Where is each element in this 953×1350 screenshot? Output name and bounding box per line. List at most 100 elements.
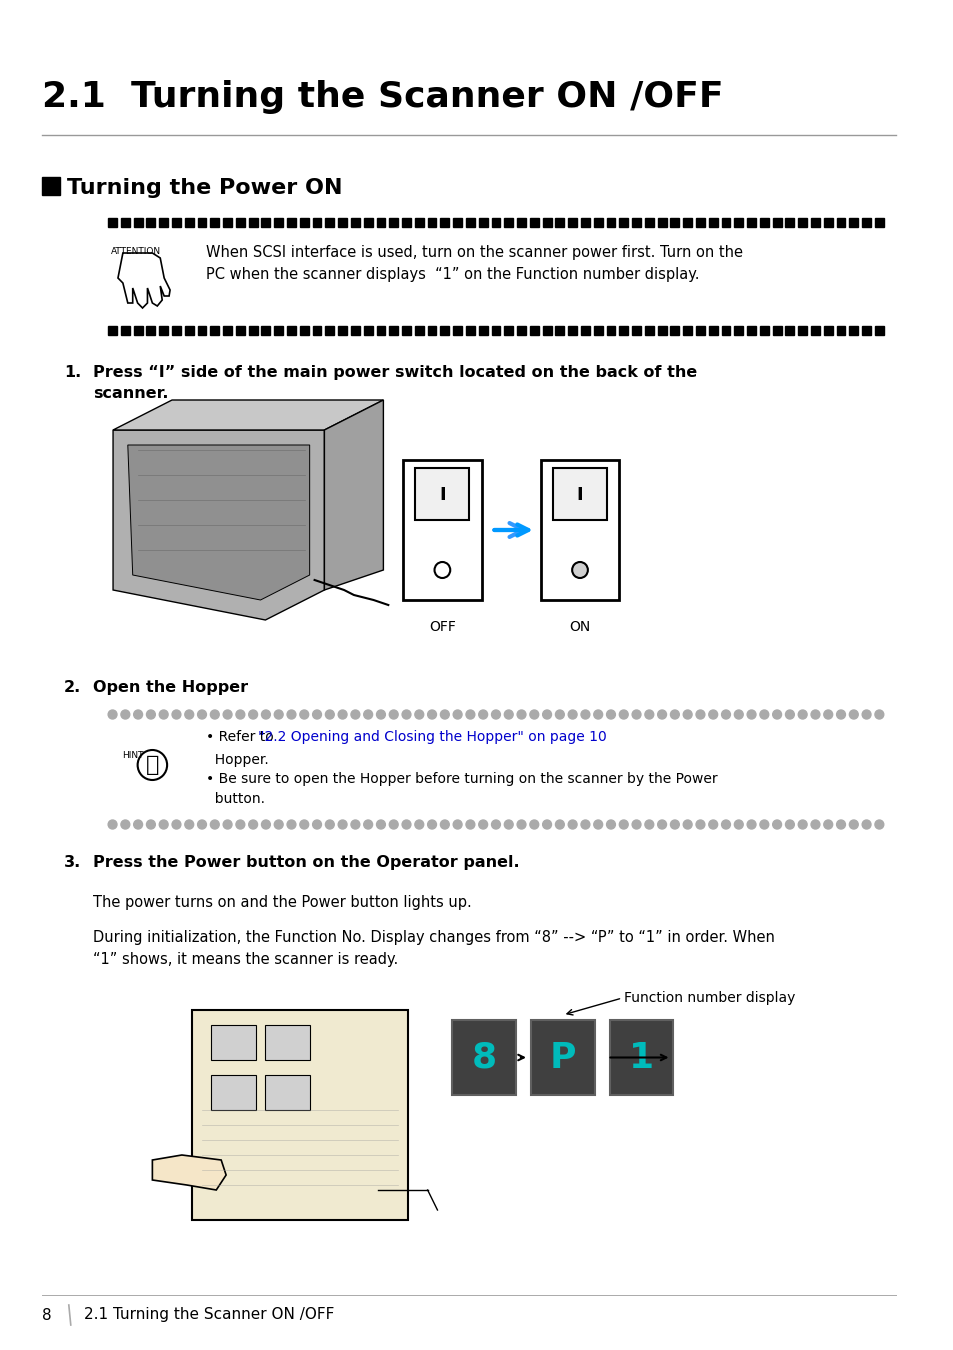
Polygon shape <box>128 446 310 599</box>
Bar <box>363 325 373 335</box>
Bar <box>644 325 653 335</box>
Circle shape <box>517 819 525 829</box>
Circle shape <box>874 819 882 829</box>
Bar <box>491 325 500 335</box>
Circle shape <box>529 819 538 829</box>
Bar <box>542 217 551 227</box>
Bar <box>696 217 704 227</box>
Circle shape <box>453 710 461 720</box>
Bar <box>478 217 487 227</box>
Circle shape <box>137 751 167 780</box>
Text: 2.1 Turning the Scanner ON /OFF: 2.1 Turning the Scanner ON /OFF <box>84 1308 334 1323</box>
Circle shape <box>670 710 679 720</box>
Circle shape <box>618 819 627 829</box>
Circle shape <box>734 819 742 829</box>
Circle shape <box>108 710 117 720</box>
Text: 💡: 💡 <box>146 755 159 775</box>
Circle shape <box>708 819 717 829</box>
Circle shape <box>784 819 794 829</box>
Bar <box>147 325 155 335</box>
Circle shape <box>235 819 245 829</box>
Bar <box>760 217 768 227</box>
Bar <box>772 325 781 335</box>
Circle shape <box>133 819 142 829</box>
Bar <box>249 325 257 335</box>
Bar <box>363 217 373 227</box>
Circle shape <box>848 710 858 720</box>
Bar <box>223 325 232 335</box>
Bar <box>848 217 858 227</box>
Bar <box>465 325 475 335</box>
Circle shape <box>836 819 844 829</box>
Bar <box>784 217 794 227</box>
Text: I: I <box>438 486 445 504</box>
Circle shape <box>325 710 334 720</box>
Bar <box>580 217 589 227</box>
Circle shape <box>593 819 602 829</box>
Circle shape <box>185 819 193 829</box>
Polygon shape <box>118 252 170 308</box>
Bar <box>517 325 525 335</box>
Text: 8: 8 <box>471 1041 497 1075</box>
Bar <box>265 1025 310 1060</box>
Bar <box>593 217 602 227</box>
Polygon shape <box>113 431 324 620</box>
Bar <box>427 325 436 335</box>
Circle shape <box>274 819 283 829</box>
Bar <box>42 177 60 194</box>
Text: HINT: HINT <box>122 751 143 760</box>
Circle shape <box>249 710 257 720</box>
Text: 3.: 3. <box>64 855 81 869</box>
Bar <box>133 217 142 227</box>
Circle shape <box>696 819 704 829</box>
Circle shape <box>172 819 181 829</box>
Bar <box>862 217 870 227</box>
Bar <box>517 217 525 227</box>
Bar <box>609 1021 673 1095</box>
FancyArrowPatch shape <box>494 522 523 537</box>
Circle shape <box>211 710 219 720</box>
Bar <box>862 325 870 335</box>
Bar <box>555 325 563 335</box>
Circle shape <box>351 819 359 829</box>
Bar <box>427 217 436 227</box>
Circle shape <box>197 819 206 829</box>
Bar <box>504 325 513 335</box>
Circle shape <box>223 819 232 829</box>
Circle shape <box>580 710 589 720</box>
Text: Press “I” side of the main power switch located on the back of the
scanner.: Press “I” side of the main power switch … <box>93 364 697 401</box>
Bar <box>351 217 359 227</box>
Bar <box>836 217 844 227</box>
Bar <box>618 325 627 335</box>
Text: Turning the Power ON: Turning the Power ON <box>67 178 342 198</box>
Circle shape <box>440 710 449 720</box>
Text: • Refer to: • Refer to <box>206 730 278 744</box>
Bar <box>401 325 411 335</box>
Bar <box>568 217 577 227</box>
Circle shape <box>415 819 423 829</box>
Circle shape <box>465 819 475 829</box>
Circle shape <box>696 710 704 720</box>
Bar <box>632 325 640 335</box>
Bar <box>798 325 806 335</box>
Text: button.: button. <box>206 792 265 806</box>
Circle shape <box>517 710 525 720</box>
Bar <box>529 217 538 227</box>
Circle shape <box>632 710 640 720</box>
Bar <box>734 217 742 227</box>
Text: 1.: 1. <box>64 364 81 379</box>
Circle shape <box>147 819 155 829</box>
Circle shape <box>478 710 487 720</box>
Bar <box>465 217 475 227</box>
Circle shape <box>223 710 232 720</box>
Bar <box>720 325 730 335</box>
Bar <box>657 217 666 227</box>
Circle shape <box>529 710 538 720</box>
Circle shape <box>606 819 615 829</box>
Circle shape <box>351 710 359 720</box>
Circle shape <box>121 710 130 720</box>
Circle shape <box>542 819 551 829</box>
Bar <box>235 217 245 227</box>
Bar <box>133 325 142 335</box>
Bar <box>810 325 819 335</box>
